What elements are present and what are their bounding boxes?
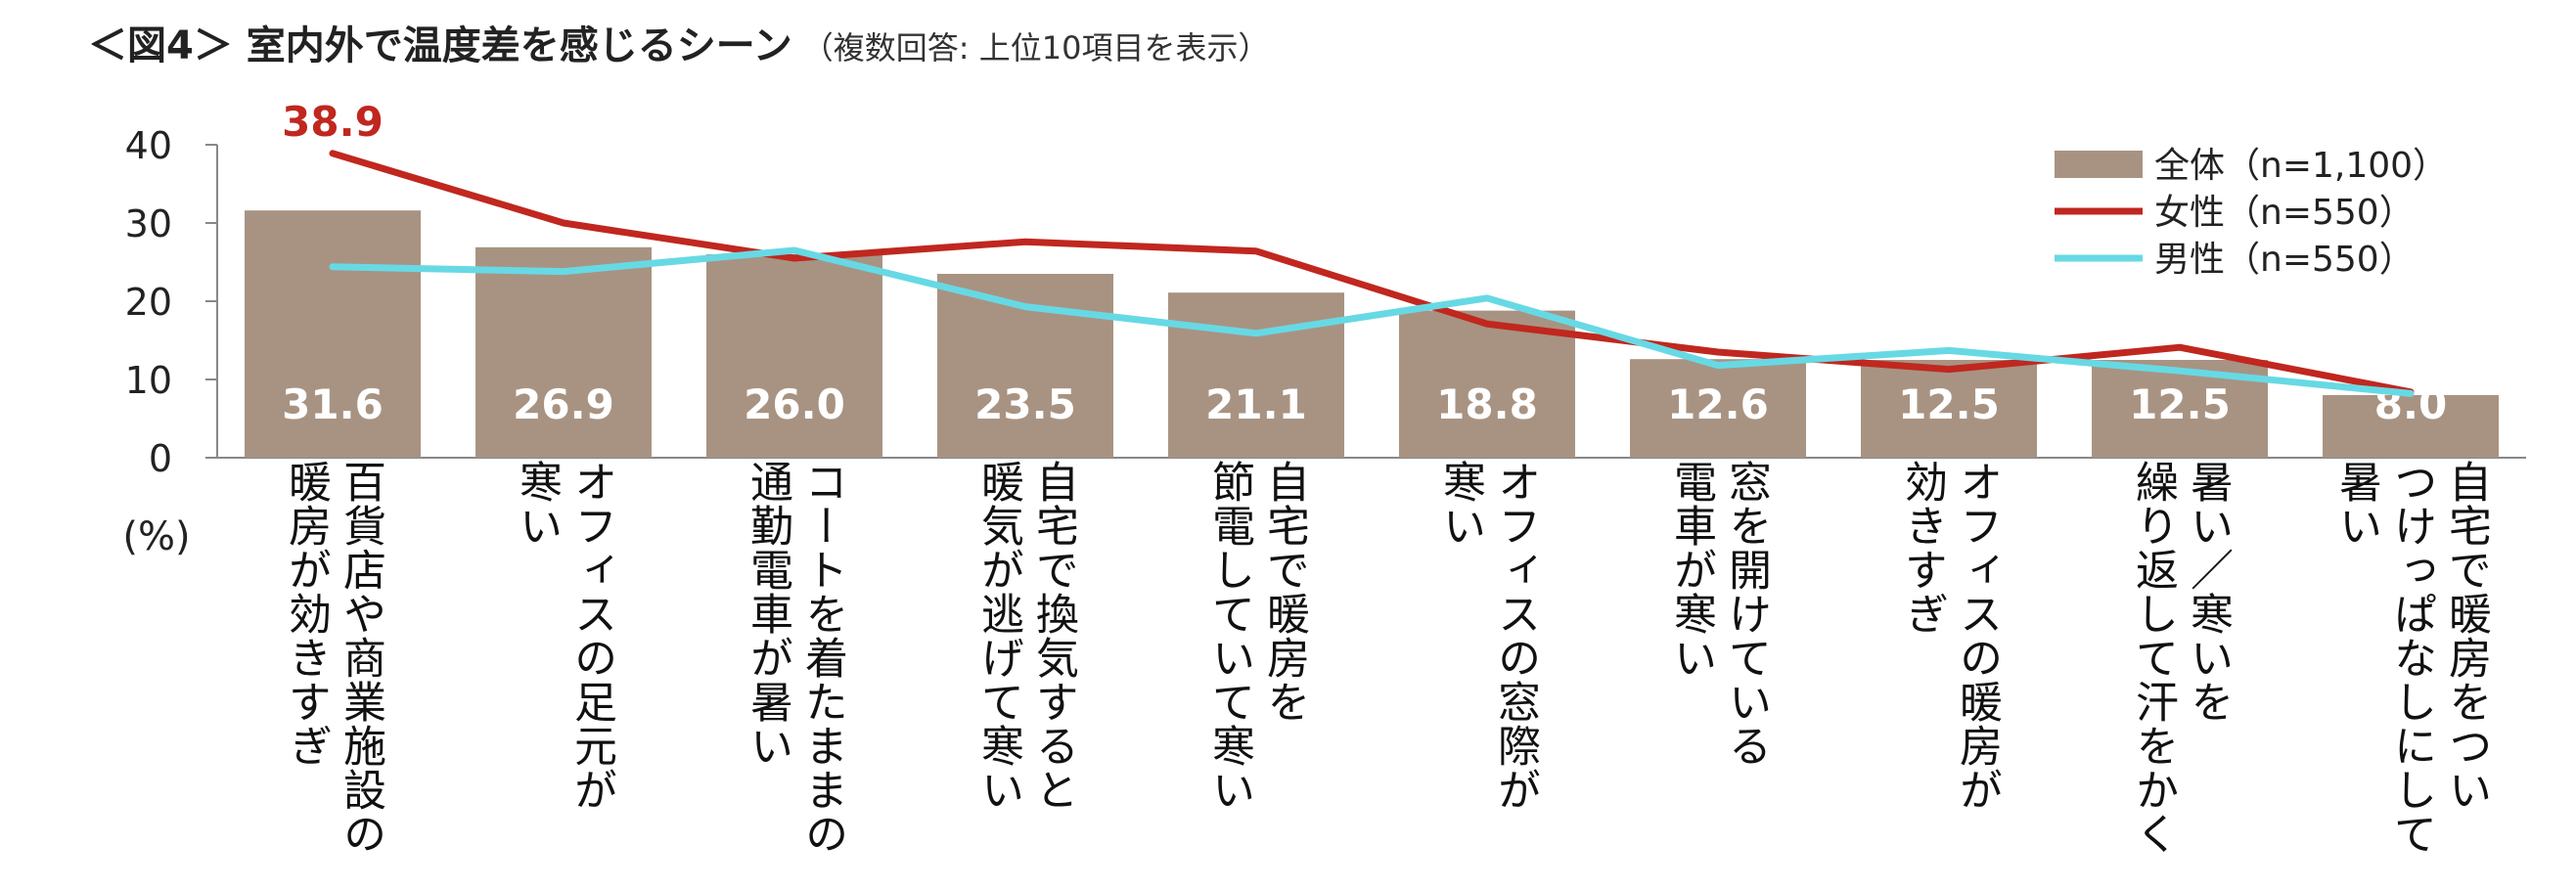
bar: [475, 246, 652, 458]
bar: [706, 254, 882, 458]
y-axis-unit: (%): [122, 514, 190, 559]
category-label: 自宅で暖房をつい つけっぱなしにして 暑い: [2331, 460, 2491, 856]
y-tick-label: 30: [125, 202, 172, 245]
bar: [937, 274, 1113, 458]
category-label: 自宅で換気すると 暖気が逃げて寒い: [973, 460, 1078, 812]
category-label: オフィスの窓際が 寒い: [1435, 460, 1540, 812]
bar: [1168, 292, 1344, 458]
legend-swatch-all: [2055, 151, 2143, 178]
male-series-line: [329, 246, 2415, 397]
bar-value-label: 31.6: [282, 380, 384, 428]
bar: [2323, 395, 2499, 458]
bar-value-label: 26.0: [744, 380, 845, 428]
category-label: オフィスの足元が 寒い: [512, 460, 616, 812]
bar-value-label: 18.8: [1436, 380, 1538, 428]
y-tick-label: 40: [125, 124, 172, 167]
category-label: 百貨店や商業施設の 暖房が効きすぎ: [281, 460, 385, 856]
legend-label: 男性（n=550）: [2154, 240, 2415, 280]
y-tick-label: 0: [149, 437, 172, 480]
category-label: コートを着たままの 通勤電車が暑い: [743, 460, 847, 856]
y-tick-label: 10: [125, 359, 172, 402]
chart-subtitle: （複数回答: 上位10項目を表示）: [801, 29, 1270, 67]
bar-value-label: 23.5: [974, 380, 1076, 428]
category-label: 暑い／寒いを 繰り返して汗をかく: [2128, 460, 2233, 856]
bar: [1861, 360, 2037, 458]
category-label: オフィスの暖房が 効きすぎ: [1897, 460, 2002, 812]
female-peak-label: 38.9: [282, 98, 384, 146]
category-label: 窓を開けている 電車が寒い: [1666, 460, 1771, 768]
bar-value-label: 26.9: [513, 380, 614, 428]
chart-title-block: ＜図4＞ 室内外で温度差を感じるシーン （複数回答: 上位10項目を表示）: [88, 14, 1269, 70]
legend-label: 全体（n=1,100）: [2154, 146, 2448, 186]
category-label: 自宅で暖房を 節電していて寒い: [1204, 460, 1309, 812]
bar: [1630, 359, 1806, 458]
bar-value-label: 12.5: [2129, 380, 2231, 428]
bar-value-label: 12.6: [1667, 380, 1769, 428]
chart-title: ＜図4＞ 室内外で温度差を感じるシーン: [88, 23, 792, 68]
bar-value-label: 12.5: [1898, 380, 2000, 428]
legend-label: 女性（n=550）: [2154, 193, 2415, 233]
bar: [245, 210, 421, 458]
y-tick-label: 20: [125, 281, 172, 324]
bar-value-label: 21.1: [1205, 380, 1307, 428]
bar: [1399, 310, 1575, 458]
